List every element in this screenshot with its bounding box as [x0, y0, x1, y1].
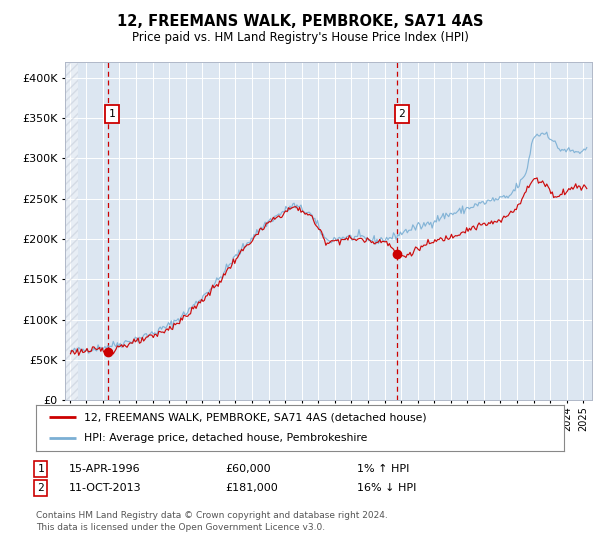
Text: 1% ↑ HPI: 1% ↑ HPI [357, 464, 409, 474]
Text: 12, FREEMANS WALK, PEMBROKE, SA71 4AS (detached house): 12, FREEMANS WALK, PEMBROKE, SA71 4AS (d… [83, 412, 426, 422]
Text: 11-OCT-2013: 11-OCT-2013 [69, 483, 142, 493]
Text: 2: 2 [398, 109, 405, 119]
Text: 1: 1 [109, 109, 115, 119]
Text: Contains HM Land Registry data © Crown copyright and database right 2024.
This d: Contains HM Land Registry data © Crown c… [36, 511, 388, 532]
Text: 2: 2 [37, 483, 44, 493]
Text: 12, FREEMANS WALK, PEMBROKE, SA71 4AS: 12, FREEMANS WALK, PEMBROKE, SA71 4AS [117, 14, 483, 29]
Text: 15-APR-1996: 15-APR-1996 [69, 464, 140, 474]
Text: £181,000: £181,000 [225, 483, 278, 493]
Text: £60,000: £60,000 [225, 464, 271, 474]
Text: 1: 1 [37, 464, 44, 474]
Text: 16% ↓ HPI: 16% ↓ HPI [357, 483, 416, 493]
Text: Price paid vs. HM Land Registry's House Price Index (HPI): Price paid vs. HM Land Registry's House … [131, 31, 469, 44]
Text: HPI: Average price, detached house, Pembrokeshire: HPI: Average price, detached house, Pemb… [83, 433, 367, 444]
